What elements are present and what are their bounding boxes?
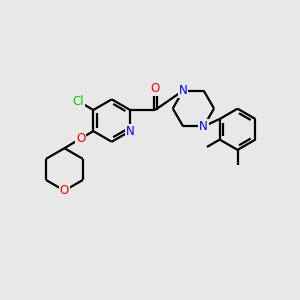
Text: O: O [60,184,69,197]
Text: O: O [151,82,160,95]
Text: N: N [179,84,188,97]
Text: O: O [76,132,85,145]
Text: Cl: Cl [72,94,84,108]
Text: N: N [199,120,208,133]
Text: N: N [126,125,134,138]
